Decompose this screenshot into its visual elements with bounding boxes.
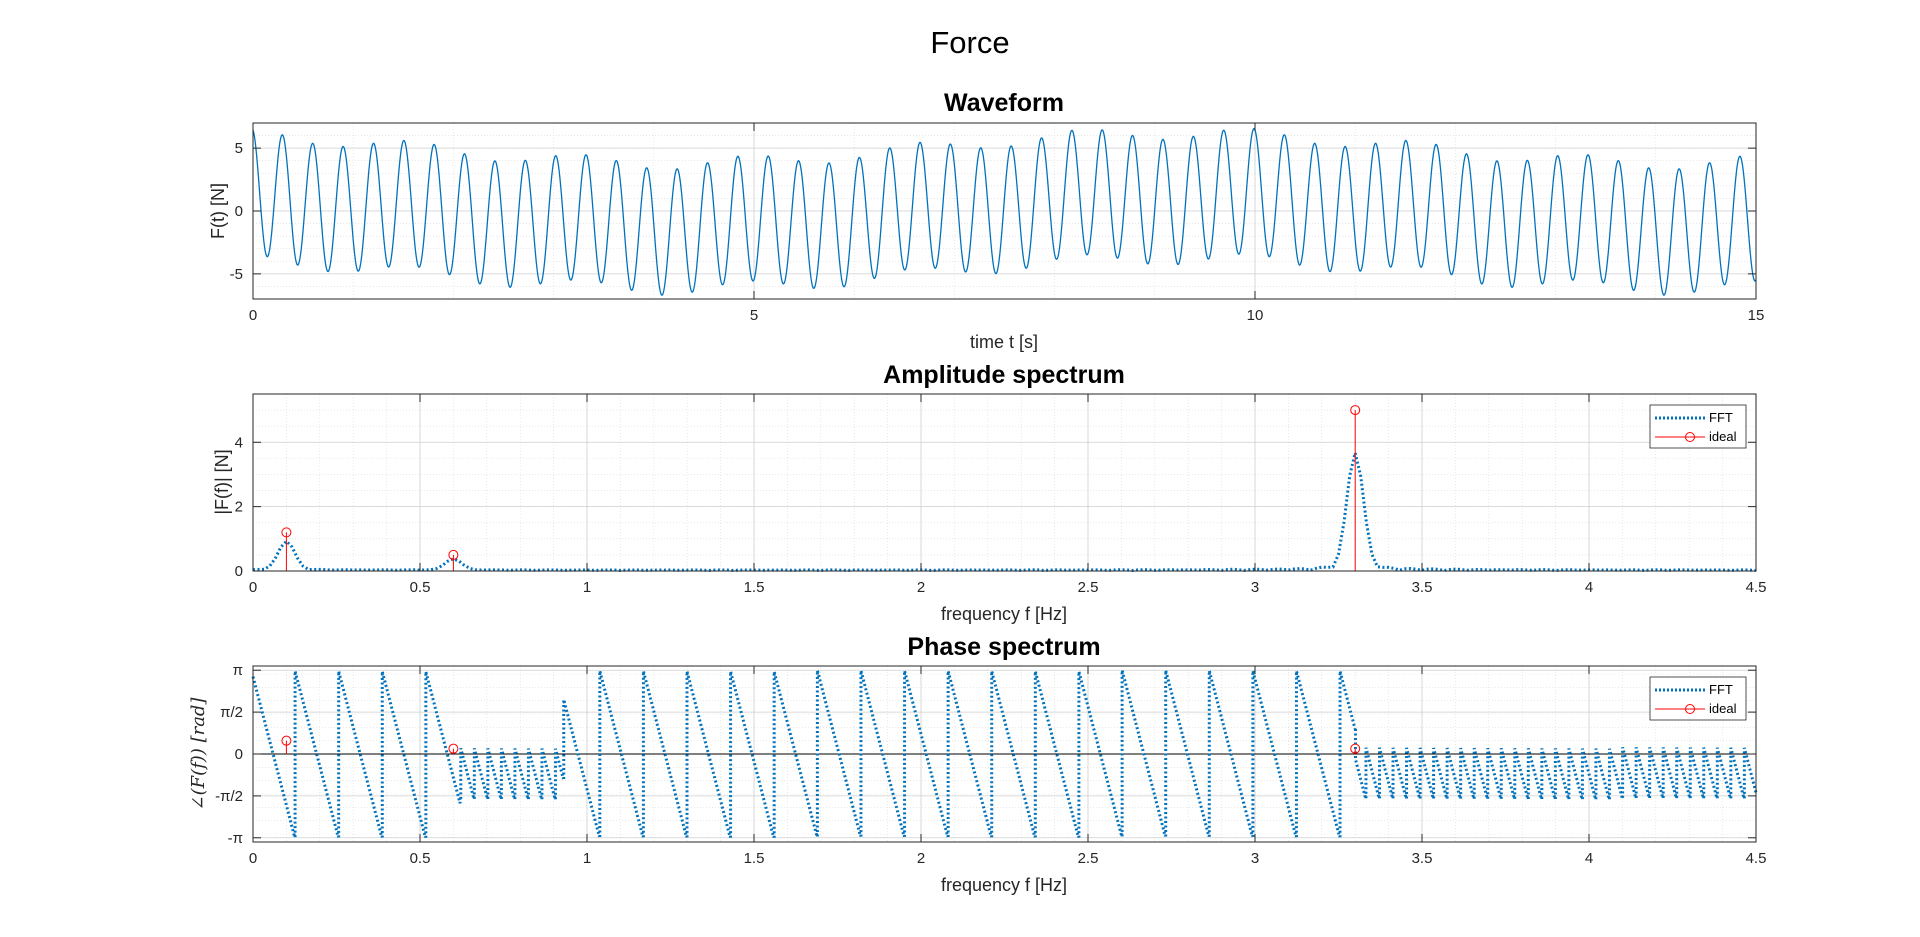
waveform-ticks: 0 5 10 15 -5 0 5 [230, 123, 1765, 324]
x-tick-label: 1.5 [744, 579, 765, 596]
x-tick-label: 0 [249, 579, 257, 596]
x-tick-label: 2 [917, 579, 925, 596]
x-tick-label: 4.5 [1746, 579, 1767, 596]
phase-xlabel: frequency f [Hz] [941, 875, 1067, 895]
amplitude-ticks: 0 0.5 1 1.5 2 2.5 3 3.5 4 4.5 0 2 4 [235, 394, 1767, 596]
phase-title: Phase spectrum [907, 633, 1100, 661]
amplitude-legend-ideal-marker [1685, 432, 1695, 442]
y-tick-label: 0 [235, 563, 243, 580]
amplitude-ideal-marker [281, 527, 292, 538]
x-tick-label: 2 [917, 850, 925, 867]
y-tick-label: π [233, 662, 243, 679]
waveform-series [252, 127, 1757, 296]
amplitude-ylabel: |F(f)| [N] [212, 449, 232, 514]
x-tick-label: 1.5 [744, 850, 765, 867]
amplitude-legend-ideal-label: ideal [1709, 429, 1737, 444]
y-tick-label: -π [228, 830, 243, 847]
waveform-ylabel: F(t) [N] [208, 183, 228, 239]
phase-series [251, 669, 1758, 839]
x-tick-label: 2.5 [1078, 850, 1099, 867]
waveform-line [252, 127, 1757, 296]
x-tick-label: 4 [1585, 579, 1593, 596]
amplitude-panel: Amplitude spectrum 0 0.5 1 1.5 2 2.5 3 3.5 4 4.50… [212, 361, 1766, 624]
y-tick-label: 5 [235, 140, 243, 157]
x-tick-label: 5 [750, 307, 758, 324]
waveform-xlabel: time t [s] [970, 332, 1038, 352]
x-tick-label: 2.5 [1078, 579, 1099, 596]
x-tick-label: 3.5 [1412, 579, 1433, 596]
x-tick-label: 1 [583, 850, 591, 867]
amplitude-legend: FFT ideal [1649, 404, 1747, 449]
amplitude-axes-box [252, 393, 1757, 572]
amplitude-title: Amplitude spectrum [883, 361, 1125, 389]
amplitude-legend-box [1649, 404, 1747, 449]
x-tick-label: 4 [1585, 850, 1593, 867]
amplitude-xlabel: frequency f [Hz] [941, 604, 1067, 624]
x-tick-label: 1 [583, 579, 591, 596]
phase-ideal-marker [448, 743, 459, 754]
y-tick-label: 0 [235, 203, 243, 220]
phase-ideal-marker [1350, 743, 1361, 754]
y-tick-label: 4 [235, 434, 243, 451]
x-tick-label: 3.5 [1412, 850, 1433, 867]
phase-legend-ideal-marker [1685, 704, 1695, 714]
phase-ylabel: ∠(F(f)) [rad] [188, 697, 209, 811]
x-tick-label: 0.5 [410, 850, 431, 867]
phase-legend-ideal-label: ideal [1709, 701, 1737, 716]
phase-panel: Phase spectrum 0 0.5 1 1.5 2 2.5 3 3.5 4 4.5 -π -π/… [188, 633, 1766, 895]
phase-fft-line [251, 669, 1758, 839]
x-tick-label: 4.5 [1746, 850, 1767, 867]
x-tick-label: 0 [249, 850, 257, 867]
x-tick-label: 15 [1748, 307, 1765, 324]
phase-legend-fft-label: FFT [1709, 682, 1733, 697]
x-tick-label: 0.5 [410, 579, 431, 596]
y-tick-label: π/2 [220, 704, 243, 721]
phase-legend-box [1649, 676, 1747, 721]
x-tick-label: 0 [249, 307, 257, 324]
phase-ideal-marker [281, 735, 292, 746]
amplitude-ideal-marker [1350, 405, 1361, 416]
x-tick-label: 10 [1247, 307, 1264, 324]
y-tick-label: -5 [230, 266, 243, 283]
waveform-title: Waveform [944, 89, 1064, 117]
figure-title: Force [930, 25, 1009, 60]
amplitude-series [252, 405, 1757, 573]
y-tick-label: 0 [235, 746, 243, 763]
phase-ticks: 0 0.5 1 1.5 2 2.5 3 3.5 4 4.5 -π -π/2 0 π/2 π [215, 662, 1766, 867]
waveform-panel: Waveform 0 5 10 15 -5 0 5 time t [s] F(t) [N] [208, 89, 1764, 352]
y-tick-label: -π/2 [215, 788, 243, 805]
phase-legend: FFT ideal [1649, 676, 1747, 721]
waveform-grid [252, 123, 1757, 299]
amplitude-ideal-marker [448, 549, 459, 560]
amplitude-legend-fft-label: FFT [1709, 410, 1733, 425]
amplitude-fft-line [252, 452, 1757, 573]
x-tick-label: 3 [1251, 850, 1259, 867]
amplitude-grid [252, 393, 1757, 572]
x-tick-label: 3 [1251, 579, 1259, 596]
y-tick-label: 2 [235, 499, 243, 516]
